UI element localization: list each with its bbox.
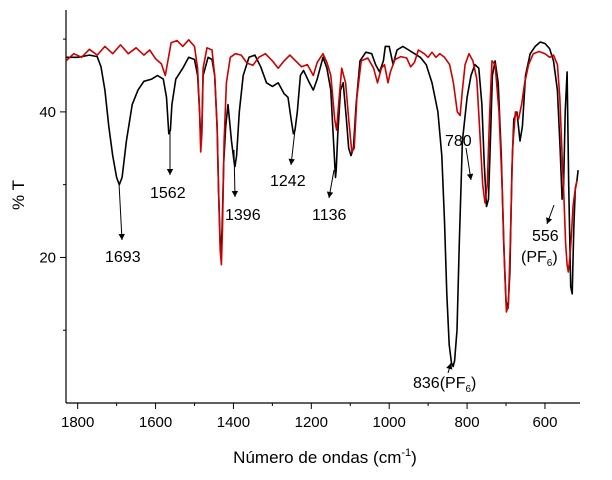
series-group [65,39,579,368]
annotation-arrow [233,149,236,198]
annotations-group: 1693 1562 1396 1242 1136 780 836(PF6) 556 (PF6) [105,129,559,395]
annotation-arrowhead [326,191,334,198]
annotation-label: 780 [445,133,472,150]
x-tick-label: 1600 [139,414,172,431]
annotation-arrowhead [546,217,553,224]
y-axis-title: % T [9,180,28,210]
x-tick-label: 1400 [217,414,250,431]
plot-frame [65,10,580,404]
annotation-label: 1693 [105,249,141,266]
x-tick-label: 1800 [61,414,94,431]
annotation-arrowhead [231,190,239,197]
series-line-1 [66,41,579,368]
annotation-sublabel: (PF6) [521,249,558,269]
x-tick-label: 1000 [373,414,406,431]
annotation-arrow [118,182,123,241]
annotation-arrowhead [288,158,295,165]
annotation-label: 836(PF6) [413,375,476,395]
annotation-arrowhead [118,233,125,240]
x-axis-title: Número de ondas (cm-1) [233,447,417,467]
annotation-arrowhead [466,173,474,180]
x-tick-label: 1200 [295,414,328,431]
x-tick-label: 800 [455,414,480,431]
y-tick-label: 20 [39,249,56,266]
annotation-label: 1136 [312,207,347,224]
annotation-arrowhead [446,363,453,370]
annotation-label: 1396 [225,207,261,224]
axes-group: 1800 1600 1400 1200 1000 800 600 20 40 [39,38,557,431]
y-tick-label: 40 [39,104,56,121]
annotation-label: 556 [532,228,559,245]
annotation-arrowhead [166,169,174,175]
series-line-2 [65,39,578,313]
annotation-label: 1562 [150,185,186,202]
annotation-label: 1242 [270,173,306,190]
x-tick-label: 600 [532,414,557,431]
